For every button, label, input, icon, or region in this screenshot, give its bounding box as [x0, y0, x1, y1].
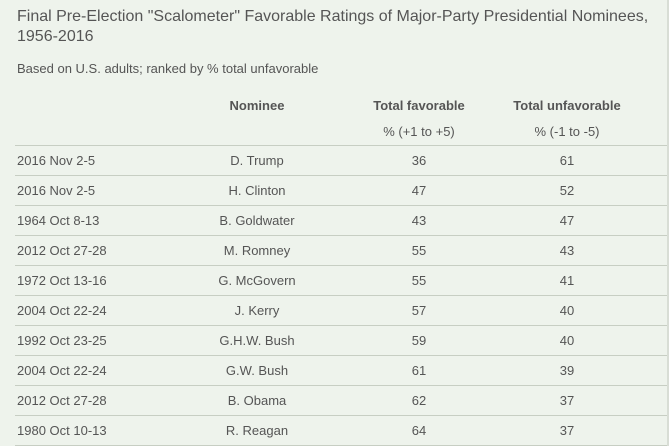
favorable-cell: 36 — [371, 145, 467, 176]
table-row: 1992 Oct 23-25 G.H.W. Bush 59 40 — [15, 325, 667, 356]
unfavorable-cell: 47 — [467, 205, 667, 236]
unfavorable-cell: 37 — [467, 415, 667, 446]
nominee-cell: J. Kerry — [143, 295, 371, 326]
date-cell: 1964 Oct 8-13 — [15, 205, 143, 236]
date-cell: 2004 Oct 22-24 — [15, 295, 143, 326]
unfavorable-cell: 43 — [467, 235, 667, 266]
ratings-table: Nominee Total favorable Total unfavorabl… — [15, 93, 667, 446]
header-date — [15, 93, 143, 118]
units-row: % (+1 to +5) % (-1 to -5) — [15, 118, 667, 146]
unfavorable-cell: 37 — [467, 385, 667, 416]
units-nominee — [143, 118, 371, 146]
nominee-cell: B. Goldwater — [143, 205, 371, 236]
favorable-cell: 61 — [371, 355, 467, 386]
nominee-cell: D. Trump — [143, 145, 371, 176]
table-row: 2012 Oct 27-28 M. Romney 55 43 — [15, 235, 667, 266]
unfavorable-cell: 52 — [467, 175, 667, 206]
date-cell: 2016 Nov 2-5 — [15, 145, 143, 176]
right-divider — [667, 0, 669, 446]
date-cell: 1980 Oct 10-13 — [15, 415, 143, 446]
date-cell: 2016 Nov 2-5 — [15, 175, 143, 206]
nominee-cell: G. McGovern — [143, 265, 371, 296]
favorable-cell: 64 — [371, 415, 467, 446]
chart-subtitle: Based on U.S. adults; ranked by % total … — [17, 61, 319, 76]
nominee-cell: B. Obama — [143, 385, 371, 416]
favorable-cell: 47 — [371, 175, 467, 206]
chart-title: Final Pre-Election "Scalometer" Favorabl… — [17, 8, 649, 45]
nominee-cell: G.W. Bush — [143, 355, 371, 386]
table-row: 2016 Nov 2-5 H. Clinton 47 52 — [15, 175, 667, 206]
units-date — [15, 118, 143, 146]
date-cell: 1972 Oct 13-16 — [15, 265, 143, 296]
header-row: Nominee Total favorable Total unfavorabl… — [15, 93, 667, 118]
table-row: 2016 Nov 2-5 D. Trump 36 61 — [15, 145, 667, 176]
favorable-cell: 57 — [371, 295, 467, 326]
nominee-cell: R. Reagan — [143, 415, 371, 446]
table-row: 1964 Oct 8-13 B. Goldwater 43 47 — [15, 205, 667, 236]
table-row: 2004 Oct 22-24 J. Kerry 57 40 — [15, 295, 667, 326]
units-unfavorable: % (-1 to -5) — [467, 118, 667, 146]
date-cell: 2012 Oct 27-28 — [15, 235, 143, 266]
units-favorable: % (+1 to +5) — [371, 118, 467, 146]
date-cell: 1992 Oct 23-25 — [15, 325, 143, 356]
nominee-cell: H. Clinton — [143, 175, 371, 206]
date-cell: 2004 Oct 22-24 — [15, 355, 143, 386]
unfavorable-cell: 40 — [467, 325, 667, 356]
nominee-cell: G.H.W. Bush — [143, 325, 371, 356]
header-nominee: Nominee — [229, 98, 285, 113]
table-row: 1972 Oct 13-16 G. McGovern 55 41 — [15, 265, 667, 296]
table-row: 2004 Oct 22-24 G.W. Bush 61 39 — [15, 355, 667, 386]
nominee-cell: M. Romney — [143, 235, 371, 266]
header-favorable: Total favorable — [373, 98, 465, 113]
table-row: 1980 Oct 10-13 R. Reagan 64 37 — [15, 415, 667, 446]
favorable-cell: 43 — [371, 205, 467, 236]
table-body: 2016 Nov 2-5 D. Trump 36 61 2016 Nov 2-5 H. C… — [15, 145, 667, 446]
date-cell: 2012 Oct 27-28 — [15, 385, 143, 416]
favorable-cell: 62 — [371, 385, 467, 416]
favorable-cell: 55 — [371, 265, 467, 296]
header-unfavorable: Total unfavorable — [513, 98, 621, 113]
unfavorable-cell: 41 — [467, 265, 667, 296]
unfavorable-cell: 40 — [467, 295, 667, 326]
favorable-cell: 59 — [371, 325, 467, 356]
table-row: 2012 Oct 27-28 B. Obama 62 37 — [15, 385, 667, 416]
favorable-cell: 55 — [371, 235, 467, 266]
unfavorable-cell: 61 — [467, 145, 667, 176]
unfavorable-cell: 39 — [467, 355, 667, 386]
